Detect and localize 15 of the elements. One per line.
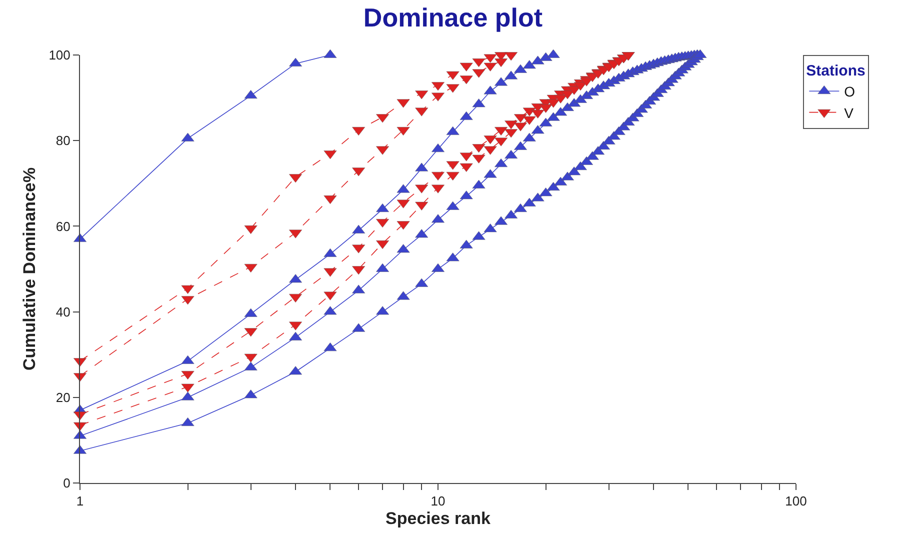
y-tick-label: 20 — [56, 390, 70, 405]
y-tick-label: 80 — [56, 133, 70, 148]
x-tick-label: 1 — [76, 494, 84, 509]
legend-label: O — [844, 84, 856, 100]
x-axis-title: Species rank — [386, 509, 491, 528]
legend-label: V — [844, 104, 854, 121]
x-tick-label: 100 — [785, 494, 807, 509]
y-tick-label: 100 — [48, 48, 70, 63]
legend-title: Stations — [806, 62, 866, 80]
y-tick-label: 40 — [56, 304, 70, 320]
x-tick-label: 10 — [430, 494, 446, 509]
chart-title: Dominace plot — [363, 2, 543, 32]
y-axis-title: Cumulative Dominance% — [20, 167, 40, 371]
y-tick-label: 60 — [56, 218, 70, 234]
y-tick-label: 0 — [63, 476, 70, 491]
